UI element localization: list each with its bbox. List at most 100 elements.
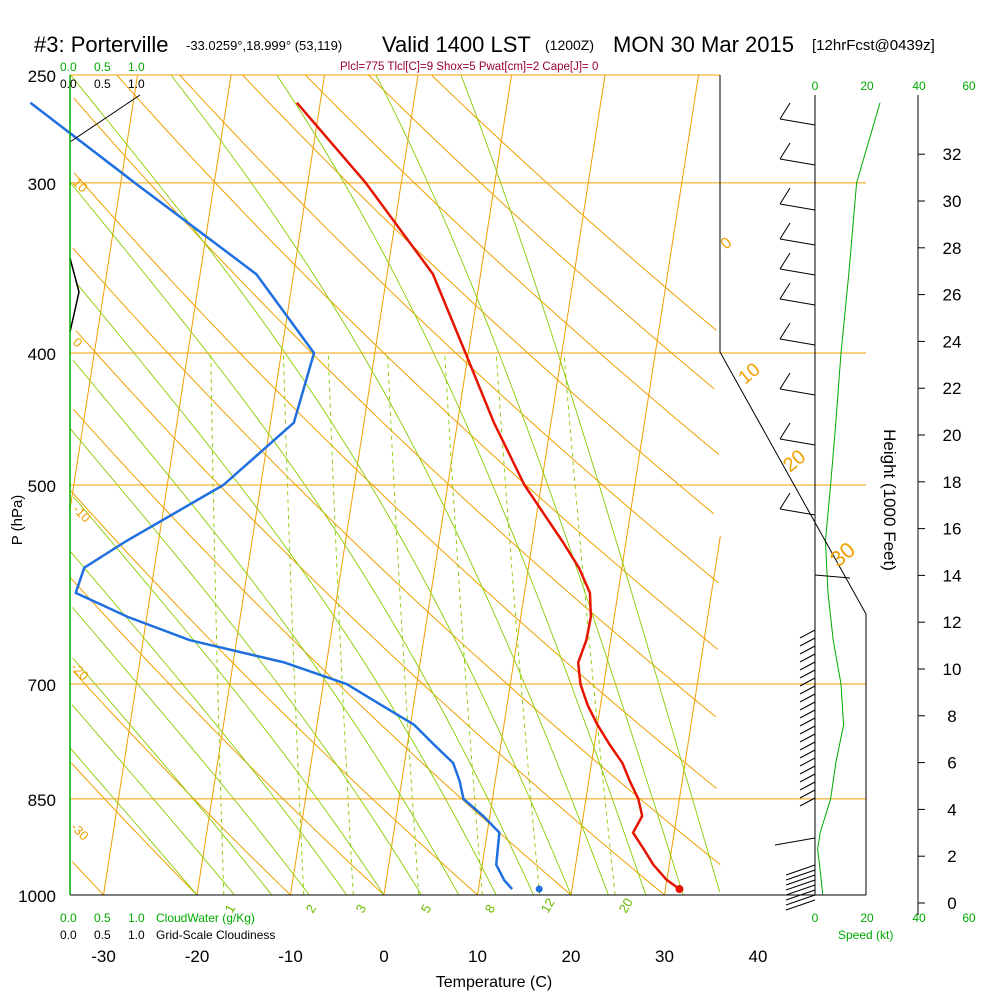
height-tick-label: 30	[943, 192, 962, 211]
moist-adiabat	[69, 747, 198, 896]
isotherm-label: 0	[70, 335, 86, 351]
mixing-ratio-label: 12	[538, 895, 558, 915]
wind-barb	[779, 282, 791, 300]
temperature-tick-label: -30	[91, 947, 116, 966]
dry-adiabat	[73, 97, 717, 718]
dry-adiabat-label: 20	[779, 446, 810, 477]
temperature-tick-label: 40	[749, 947, 768, 966]
wind-barb	[799, 629, 816, 639]
valid-time: Valid 1400 LST	[382, 32, 531, 57]
height-tick-label: 32	[943, 145, 962, 164]
wind-barb	[785, 864, 816, 876]
wind-barb	[799, 733, 816, 743]
dry-adiabat	[242, 74, 715, 515]
wind-barb	[779, 298, 816, 306]
wind-barb	[799, 677, 816, 687]
dry-adiabat-label: 30	[825, 537, 860, 572]
wind-barb	[785, 879, 816, 891]
wind-barb	[779, 372, 791, 390]
wind-barb	[799, 757, 816, 767]
dry-adiabat-label: 10	[735, 359, 765, 389]
moist-adiabat	[75, 282, 497, 896]
dry-adiabat	[368, 74, 715, 390]
wind-barb	[779, 102, 791, 120]
surface-temperature-dot	[675, 885, 684, 894]
mixing-ratio-label: 2	[303, 902, 320, 916]
height-tick-label: 8	[947, 707, 956, 726]
cloud-scale-top-2: 1.0	[128, 60, 145, 74]
moist-adiabat	[170, 74, 609, 896]
dry-adiabat	[75, 330, 665, 896]
isotherm-label: -20	[68, 660, 92, 684]
temperature-tick-label: -10	[278, 947, 303, 966]
wind-barb	[779, 268, 816, 276]
cloud-scale-bottom-green-0: 0.0	[60, 911, 77, 925]
dry-adiabat	[305, 74, 720, 456]
dry-adiabat	[116, 74, 718, 650]
dry-adiabat	[73, 172, 717, 789]
wind-barb	[799, 789, 816, 799]
cloud-scale-topb-2: 1.0	[128, 77, 145, 91]
wind-barb	[799, 725, 816, 735]
wind-barb	[779, 492, 791, 510]
height-tick-label: 12	[943, 613, 962, 632]
cloud-scale-topb-0: 0.0	[60, 77, 77, 91]
wind-barb	[799, 653, 816, 663]
mixing-ratio-label: 8	[482, 902, 499, 916]
sounding-profiles	[29, 94, 684, 894]
wind-barb	[785, 874, 816, 886]
pressure-tick-label: 1000	[18, 887, 56, 906]
temperature-tick-label: 30	[655, 947, 674, 966]
speed-tick-bottom-2: 40	[912, 911, 926, 925]
wind-barb	[785, 894, 816, 906]
moist-adiabat	[71, 704, 235, 896]
wind-barb	[799, 685, 816, 695]
pressure-tick-label: 700	[28, 676, 56, 695]
height-tick-label: 2	[947, 847, 956, 866]
wind-barb	[799, 765, 816, 775]
dry-adiabat	[179, 74, 719, 584]
wind-barb	[779, 252, 791, 270]
wind-barb	[799, 709, 816, 719]
wind-barb	[799, 741, 816, 751]
isotherm-label: -10	[70, 502, 94, 526]
cloud-scale-bottom-green-2: 1.0	[128, 911, 145, 925]
wind-barb	[779, 203, 816, 211]
cloud-scale-bottom-green-1: 0.5	[94, 911, 111, 925]
station-title: #3: Porterville	[34, 32, 169, 57]
moist-adiabat	[70, 74, 572, 896]
cloudiness-trace	[69, 257, 80, 333]
wind-barb	[779, 142, 791, 160]
cloud-scale-top-0: 0.0	[60, 60, 77, 74]
isotherm	[383, 74, 513, 896]
speed-label: Speed (kt)	[838, 928, 893, 942]
wind-barb	[779, 438, 816, 446]
wind-barb	[779, 118, 816, 126]
height-tick-label: 0	[947, 894, 956, 913]
indices-line: Plcl=775 Tlcl[C]=9 Shox=5 Pwat[cm]=2 Cap…	[340, 61, 598, 73]
mixing-ratio-line	[210, 353, 225, 896]
isotherm-label: 10	[70, 175, 91, 196]
pressure-tick-label: 250	[28, 67, 56, 86]
height-tick-label: 26	[943, 286, 962, 305]
moist-adiabat	[276, 74, 647, 896]
plot-boundary	[719, 75, 867, 895]
wind-barb	[799, 693, 816, 703]
height-tick-label: 28	[943, 239, 962, 258]
x-axis-title: Temperature (C)	[436, 974, 552, 991]
temperature-tick-label: 10	[468, 947, 487, 966]
wind-barb	[799, 701, 816, 711]
isotherm	[477, 74, 606, 896]
isotherm	[664, 535, 721, 896]
wind-barb	[785, 869, 816, 881]
wind-barb	[779, 388, 816, 396]
isotherm	[570, 74, 700, 896]
valid-zulu: (1200Z)	[545, 37, 594, 53]
mixing-ratio-line	[387, 352, 420, 896]
wind-barb	[799, 669, 816, 679]
valid-date: MON 30 Mar 2015	[613, 32, 794, 57]
dry-adiabat	[70, 490, 478, 896]
wind-barb	[799, 645, 816, 655]
height-tick-label: 10	[943, 660, 962, 679]
